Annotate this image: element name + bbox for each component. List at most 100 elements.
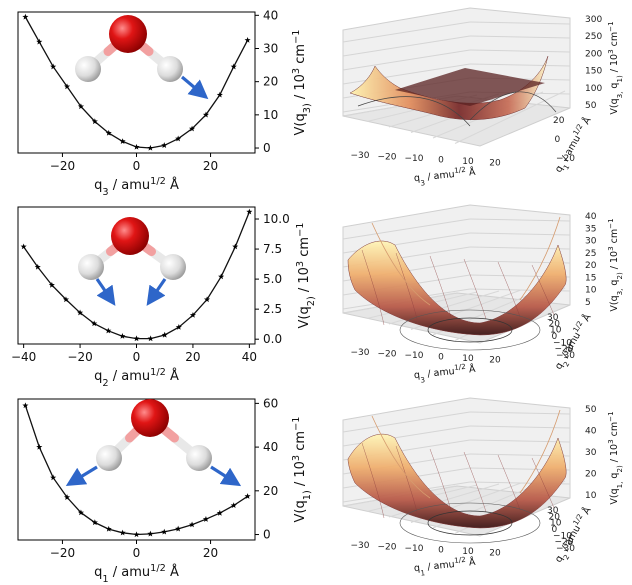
data-point xyxy=(50,474,57,481)
grid-line xyxy=(469,439,571,443)
data-point xyxy=(34,263,41,270)
x-tick-label: 10 xyxy=(462,157,474,167)
data-point xyxy=(161,528,168,535)
x-axis-label: q3 / amu1/2 Å xyxy=(413,360,477,384)
grid-line xyxy=(469,35,571,39)
grid-line xyxy=(469,218,571,222)
z-axis-label: V(q1, q2) / 103 cm−1 xyxy=(606,411,624,504)
surface-mesh-line xyxy=(531,457,555,509)
x-tick-label: −20 xyxy=(50,159,75,173)
y-tick-label: 10 xyxy=(263,108,278,122)
water-molecule-icon xyxy=(75,15,209,100)
displacement-arrow-icon xyxy=(95,278,116,306)
x-tick-label: 20 xyxy=(185,350,200,364)
surface-mesh-line xyxy=(531,264,555,316)
y-tick-label: 40 xyxy=(263,8,278,22)
y-axis-label: V(q1) / 103 cm−1 xyxy=(291,417,313,523)
y-tick-label: 20 xyxy=(263,484,278,498)
y-tick-label: 10.0 xyxy=(263,212,290,226)
z-tick-label: 20 xyxy=(585,470,597,480)
x-tick-label: 0 xyxy=(133,546,141,560)
y-tick-label: 0.0 xyxy=(263,332,282,346)
projection-line xyxy=(519,216,561,301)
x-tick-label: −20 xyxy=(378,543,397,553)
data-point xyxy=(216,91,223,98)
y-tick-label: 7.5 xyxy=(263,242,282,256)
data-point xyxy=(119,138,126,144)
x-tick-label: −10 xyxy=(405,544,424,554)
data-point xyxy=(48,281,55,288)
y-tick-label: −30 xyxy=(556,351,575,361)
grid-line xyxy=(342,21,471,43)
projection-line xyxy=(371,415,431,499)
hydrogen-atom xyxy=(75,56,101,82)
surface-mesh-line xyxy=(429,448,453,515)
data-point xyxy=(77,103,84,110)
x-tick-label: −20 xyxy=(67,350,92,364)
y-tick-label: 0 xyxy=(263,528,271,542)
displacement-arrow-icon xyxy=(65,465,98,486)
z-tick-label: 15 xyxy=(585,273,596,283)
data-point xyxy=(232,243,239,250)
contour-line xyxy=(399,502,541,544)
z-tick-label: 200 xyxy=(585,49,602,59)
z-tick-label: 300 xyxy=(585,15,602,25)
surface-mesh-line xyxy=(497,261,521,318)
x-tick-label: 20 xyxy=(489,549,501,559)
grid-line xyxy=(469,246,571,250)
y-tick-label: −10 xyxy=(553,338,572,348)
hydrogen-atom xyxy=(78,254,104,280)
z-tick-label: 25 xyxy=(585,249,596,259)
data-point xyxy=(230,63,237,70)
contour-line xyxy=(469,91,557,121)
y-tick-label: 0 xyxy=(552,525,558,535)
surface-mesh-line xyxy=(361,442,385,519)
data-point xyxy=(175,323,182,330)
z-tick-label: 40 xyxy=(585,212,597,222)
x-tick-label: −20 xyxy=(378,153,397,163)
y-tick-label: −20 xyxy=(555,538,574,548)
surface-flat-region xyxy=(395,68,545,106)
data-point xyxy=(22,13,29,20)
x-tick-label: −40 xyxy=(11,350,36,364)
y-tick-label: 30 xyxy=(547,313,559,323)
contour-line xyxy=(427,317,513,343)
data-point xyxy=(105,525,112,532)
x-tick-label: 10 xyxy=(462,547,474,557)
data-point xyxy=(20,243,27,250)
surface-mesh-line xyxy=(463,451,487,513)
data-point xyxy=(22,402,29,409)
data-point xyxy=(203,296,211,303)
hydrogen-atom xyxy=(160,254,186,280)
grid-line xyxy=(469,411,571,415)
z-tick-label: 30 xyxy=(585,448,597,458)
contour-line xyxy=(357,96,471,127)
x-tick-label: −30 xyxy=(351,348,370,358)
x-tick-label: 40 xyxy=(242,350,257,364)
y-tick-label: −10 xyxy=(553,531,572,541)
z-tick-label: 50 xyxy=(585,101,597,111)
grid-line xyxy=(342,49,471,71)
surface xyxy=(347,240,567,336)
data-point xyxy=(36,38,43,45)
y-tick-label: −20 xyxy=(556,154,575,164)
y-tick-label: 30 xyxy=(547,506,559,516)
y-tick-label: 0 xyxy=(555,135,561,145)
hydrogen-atom xyxy=(96,445,122,471)
x-axis-label: q1 / amu1/2 Å xyxy=(94,563,179,585)
x-tick-label: −30 xyxy=(351,151,370,161)
data-point xyxy=(133,531,140,538)
x-tick-label: 0 xyxy=(133,350,141,364)
x-tick-label: 20 xyxy=(489,159,501,169)
data-point xyxy=(202,516,209,522)
x-axis-label: q1 / amu1/2 Å xyxy=(413,553,477,577)
data-point xyxy=(244,493,251,499)
z-tick-label: 150 xyxy=(585,67,602,77)
x-tick-label: 0 xyxy=(133,159,141,173)
z-tick-label: 35 xyxy=(585,224,596,234)
data-point xyxy=(189,125,196,132)
grid-line xyxy=(342,63,471,85)
z-axis-label: V(q3, q1) / 103 cm−1 xyxy=(606,21,624,114)
